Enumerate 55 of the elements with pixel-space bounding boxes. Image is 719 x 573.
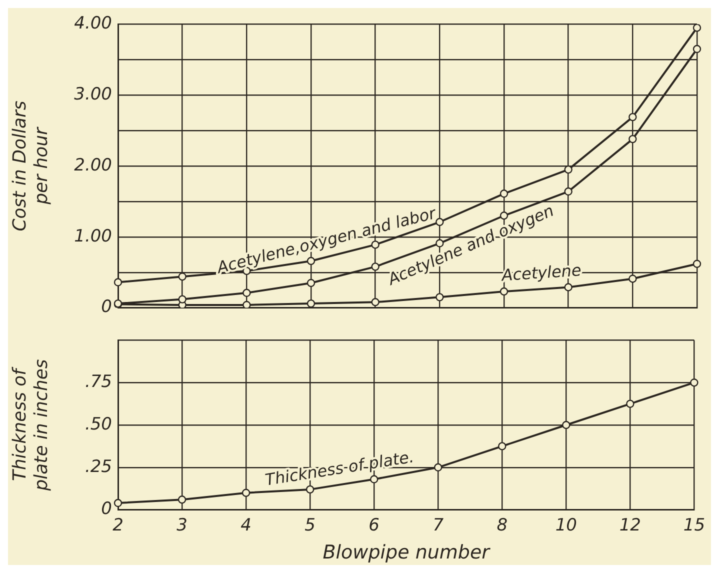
- point: [178, 295, 186, 304]
- point: [114, 498, 122, 508]
- point: [371, 240, 380, 249]
- point: [306, 278, 316, 288]
- x-tick-label: 10: [555, 515, 577, 536]
- point: [500, 190, 508, 198]
- point: [562, 420, 570, 430]
- point: [628, 274, 637, 283]
- point: [371, 262, 380, 271]
- point: [178, 272, 186, 281]
- x-axis-title: Blowpipe number: [322, 542, 491, 564]
- y-tick-label: 2.00: [74, 155, 112, 176]
- y-tick-label: .75: [84, 372, 112, 392]
- x-tick-label: 6: [368, 515, 380, 536]
- y-tick-label: 0: [101, 297, 112, 318]
- point: [371, 298, 380, 306]
- y-tick-label: .50: [84, 414, 112, 434]
- x-tick-label: 12: [619, 515, 641, 536]
- point: [306, 299, 316, 308]
- point: [114, 278, 122, 286]
- point: [370, 475, 378, 484]
- y-tick-label: 1.00: [74, 226, 112, 246]
- point: [692, 24, 702, 32]
- point: [564, 187, 572, 196]
- x-tick-label: 3: [176, 515, 188, 536]
- point: [436, 293, 444, 302]
- point: [242, 300, 251, 308]
- point: [498, 442, 506, 450]
- x-tick-label: 8: [496, 515, 508, 536]
- y-tick-label: 0: [101, 499, 112, 520]
- point: [692, 260, 702, 268]
- point: [628, 112, 637, 122]
- point: [626, 400, 634, 408]
- point: [178, 496, 186, 504]
- point: [242, 288, 251, 298]
- y-axis-title: Thickness of plate in inches: [9, 359, 52, 492]
- x-tick-label: 15: [683, 515, 706, 536]
- x-tick-label: 2: [112, 515, 124, 536]
- point: [564, 283, 572, 292]
- text: Thickness of plate.: [264, 447, 416, 490]
- point: [242, 488, 250, 497]
- y-tick-label: .25: [84, 456, 112, 477]
- point: [306, 485, 314, 494]
- point: [690, 378, 698, 387]
- point: [436, 218, 444, 226]
- x-tick-label: 5: [304, 515, 316, 536]
- y-axis-title: Cost in Dollars per hour: [9, 100, 52, 232]
- point: [434, 463, 442, 472]
- point: [692, 44, 702, 54]
- point: [500, 287, 508, 296]
- y-tick-label: 4.00: [74, 14, 112, 34]
- x-tick-label: 7: [432, 515, 444, 536]
- point: [628, 134, 637, 144]
- x-tick-label: 4: [240, 515, 252, 536]
- y-tick-label: 3.00: [74, 84, 112, 105]
